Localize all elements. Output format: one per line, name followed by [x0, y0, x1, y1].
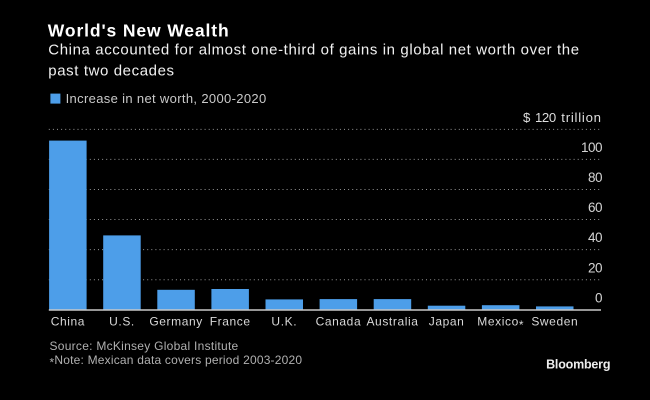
svg-text:100: 100	[581, 140, 602, 155]
svg-text:U.S.: U.S.	[109, 315, 135, 329]
svg-text:Australia: Australia	[366, 315, 418, 329]
svg-text:20: 20	[588, 260, 602, 275]
svg-text:China: China	[51, 315, 85, 329]
svg-text:Sweden: Sweden	[531, 315, 578, 329]
svg-text:60: 60	[588, 200, 602, 215]
svg-text:40: 40	[588, 230, 602, 245]
svg-text:China accounted for almost one: China accounted for almost one-third of …	[48, 42, 579, 59]
svg-text:120: 120	[535, 110, 556, 125]
svg-text:$: $	[523, 110, 531, 125]
svg-text:Japan: Japan	[429, 315, 465, 329]
svg-text:80: 80	[588, 170, 602, 185]
svg-text:*Note: Mexican data covers per: *Note: Mexican data covers period 2003-2…	[50, 353, 303, 370]
svg-text:Bloomberg: Bloomberg	[546, 358, 610, 372]
svg-text:Source: McKinsey Global Instit: Source: McKinsey Global Institute	[50, 339, 239, 353]
svg-text:0: 0	[595, 290, 602, 305]
svg-text:Germany: Germany	[149, 315, 203, 329]
svg-text:Canada: Canada	[316, 315, 362, 329]
svg-text:World's New Wealth: World's New Wealth	[48, 21, 230, 41]
svg-text:U.K.: U.K.	[271, 315, 297, 329]
svg-text:Increase in net worth, 2000-20: Increase in net worth, 2000-2020	[66, 91, 267, 106]
svg-text:France: France	[210, 315, 251, 329]
svg-text:past two decades: past two decades	[48, 63, 174, 80]
svg-text:Mexico*: Mexico*	[477, 315, 524, 333]
svg-text:trillion: trillion	[561, 110, 601, 125]
